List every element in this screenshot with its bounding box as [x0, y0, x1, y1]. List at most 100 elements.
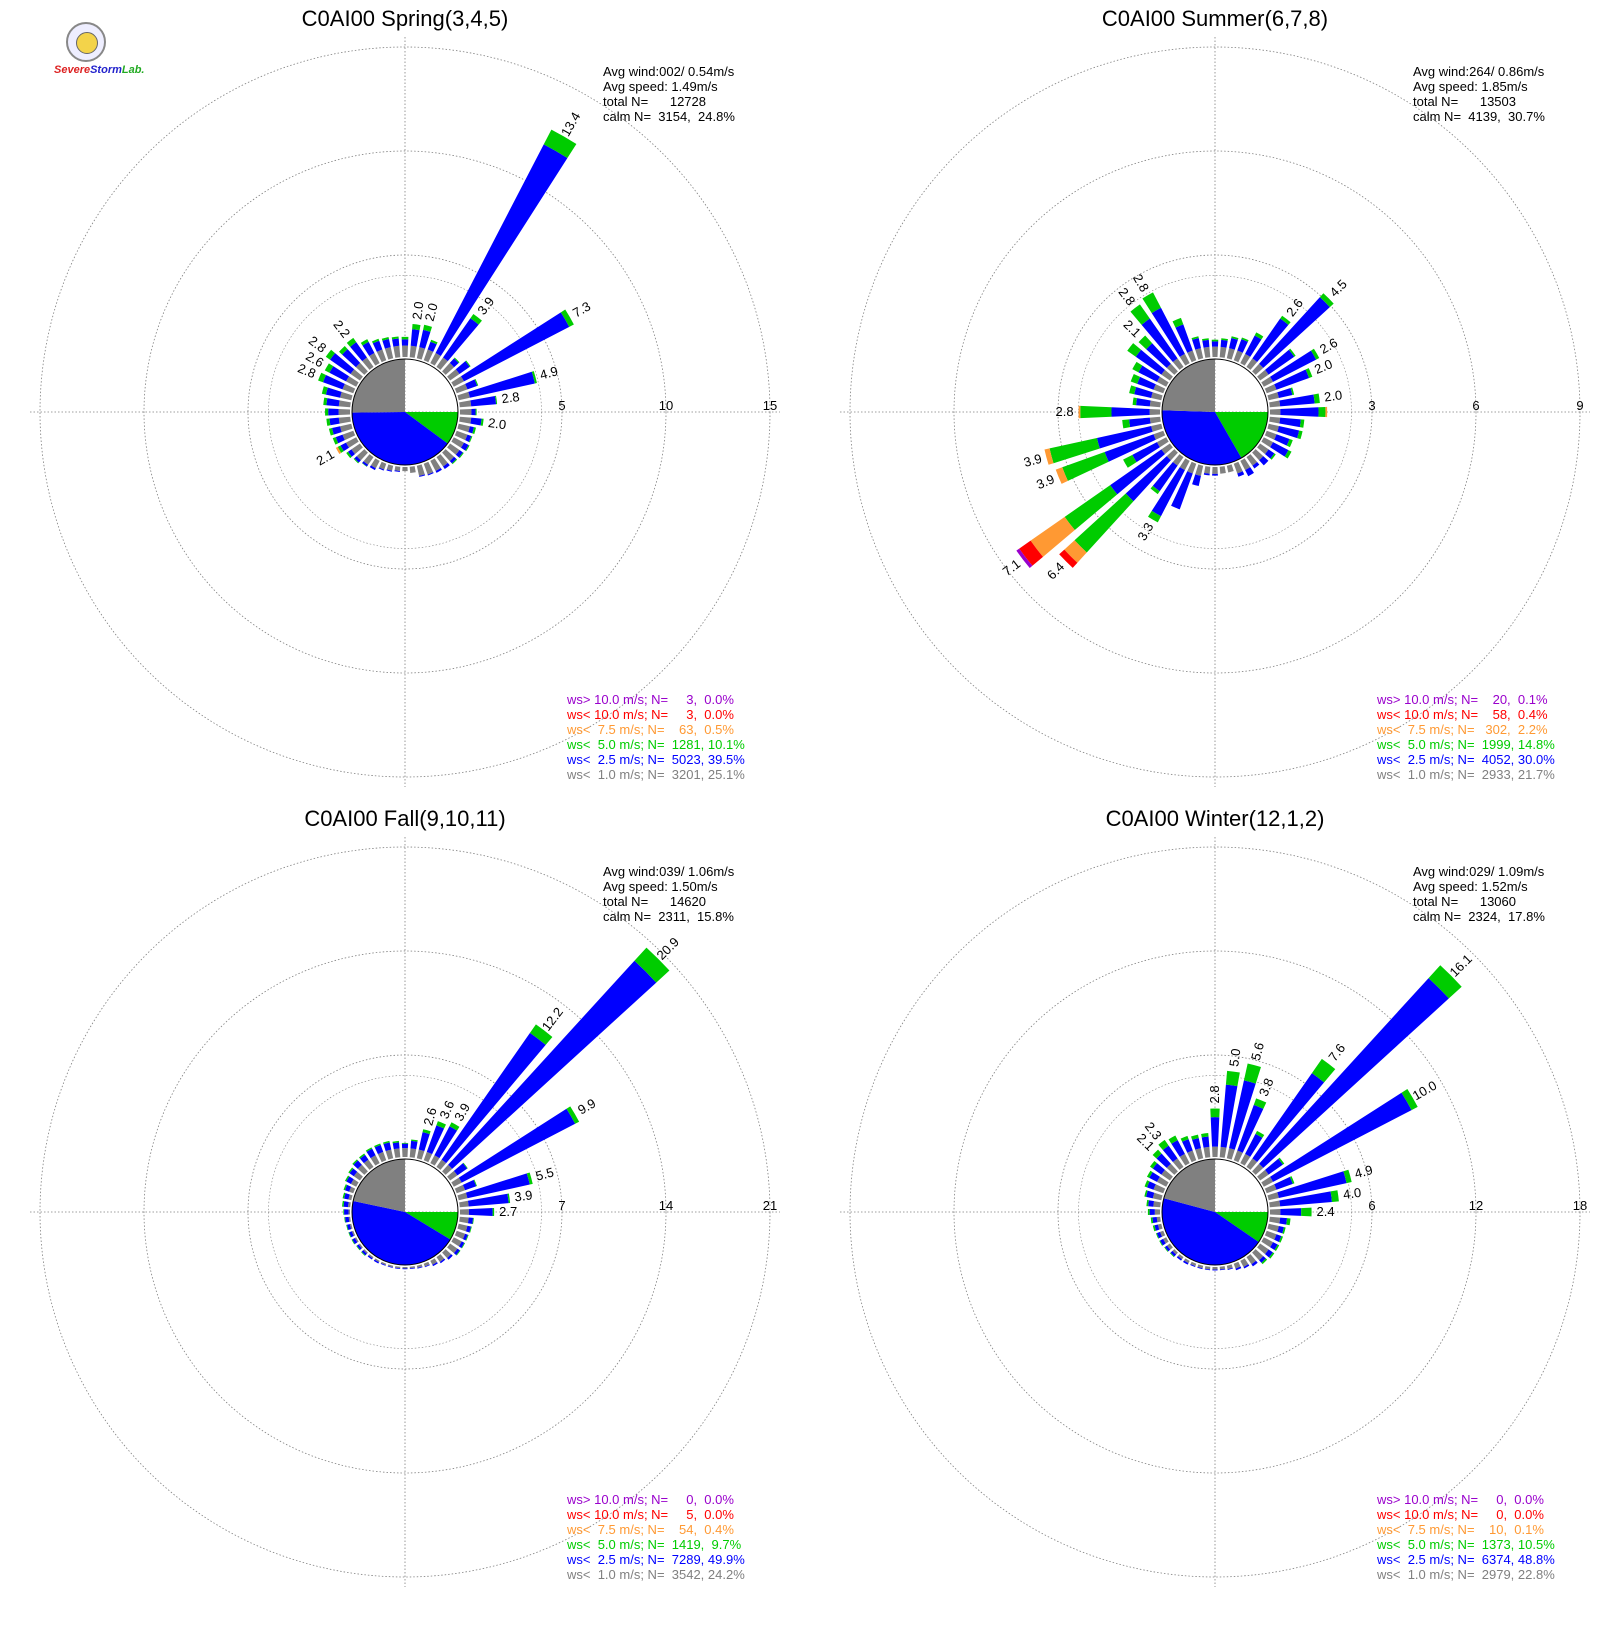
- bar-segment-lt2_5: [361, 1250, 367, 1256]
- bar-segment-lt5: [1191, 1134, 1199, 1140]
- bar-segment-lt1: [1197, 1264, 1204, 1269]
- bar-segment-lt1: [358, 1243, 363, 1249]
- bar-segment-lt5: [401, 1142, 409, 1144]
- bar-segment-lt2_5: [1203, 472, 1210, 476]
- bar-segment-lt2_5: [401, 339, 409, 346]
- bar-segment-lt5: [449, 1122, 460, 1131]
- bar-segment-lt1: [386, 464, 394, 471]
- bar-segment-lt5: [1231, 336, 1239, 340]
- bar-segment-lt1: [1269, 416, 1281, 424]
- bar-segment-lt1: [402, 1148, 408, 1158]
- bar-segment-lt2_5: [335, 434, 345, 444]
- bar-segment-lt1: [457, 1223, 468, 1232]
- legend-entry-lt2_5: ws< 2.5 m/s; N= 7289, 49.9%: [567, 1552, 745, 1567]
- bar-segment-lt2_5: [458, 1241, 465, 1249]
- calm-pie-slice-lt2_5: [1162, 1198, 1259, 1266]
- bar-segment-lt2_5: [441, 1032, 546, 1164]
- bar-segment-lt5: [1062, 451, 1109, 481]
- bar-segment-lt1: [1153, 430, 1166, 440]
- stats-line: calm N= 2311, 15.8%: [603, 909, 734, 924]
- bar-segment-lt2_5: [435, 144, 568, 357]
- bar-label: 12.2: [539, 1004, 566, 1033]
- bar-segment-gt10: [1016, 548, 1033, 569]
- bar-segment-lt1: [1246, 1254, 1257, 1265]
- calm-pie-slice-lt2_5: [352, 1200, 451, 1265]
- bar-segment-lt5: [1080, 405, 1112, 419]
- bar-segment-lt2_5: [1277, 388, 1293, 398]
- bar-segment-lt5: [361, 462, 367, 467]
- legend-entry-lt5: ws< 5.0 m/s; N= 1373, 10.5%: [1377, 1537, 1555, 1552]
- bar-segment-lt2_5: [1229, 337, 1238, 350]
- bar-segment-lt2_5: [1197, 1266, 1203, 1270]
- bar-segment-lt1: [1154, 1209, 1161, 1215]
- windrose-panel-4: 16.1 10.0 7.6 3.8 5.6 5.0 2.8 4.9 4.0 2.4 2.3 2.1 6 1…: [810, 800, 1620, 1600]
- bar-segment-lt2_5: [383, 1142, 392, 1152]
- bar-segment-lt1: [354, 1237, 359, 1243]
- bar-segment-lt5: [1290, 387, 1295, 395]
- bar-segment-lt2_5: [1160, 1238, 1166, 1246]
- bar-segment-lt1: [1261, 376, 1274, 387]
- bar-label: 5.6: [1248, 1041, 1267, 1062]
- bar-segment-lt2_5: [460, 312, 570, 382]
- bar-segment-lt1: [1151, 392, 1163, 401]
- bar-segment-lt1: [1264, 1230, 1277, 1240]
- chart-title: C0AI00 Winter(12,1,2): [1105, 806, 1325, 831]
- bar-segment-lt2_5: [1204, 1268, 1211, 1271]
- bar-segment-lt1: [1156, 437, 1169, 448]
- bar-segment-lt2_5: [326, 398, 340, 407]
- bar-segment-lt2_5: [394, 470, 400, 472]
- bar-label: 2.0: [1323, 387, 1343, 404]
- bar-segment-lt5: [507, 1193, 511, 1204]
- bar-label: 2.4: [1317, 1204, 1335, 1219]
- bar-segment-lt5: [1261, 1258, 1268, 1265]
- bar-segment-lt5: [1146, 1170, 1153, 1178]
- bar-segment-lt2_5: [1237, 1104, 1264, 1153]
- bar-segment-lt2_5: [1096, 426, 1153, 449]
- bar-segment-lt5: [1210, 1108, 1220, 1118]
- legend-entry-lt10: ws< 10.0 m/s; N= 58, 0.4%: [1377, 707, 1548, 722]
- bar-label: 2.6: [1317, 335, 1340, 357]
- bar-segment-lt1: [370, 1155, 380, 1166]
- bar-segment-lt1: [348, 1216, 351, 1222]
- bar-segment-lt2_5: [369, 465, 376, 471]
- grid-ring: [953, 950, 1477, 1474]
- bar-segment-lt2_5: [1135, 349, 1165, 375]
- bar-segment-lt2_5: [449, 456, 457, 464]
- bar-segment-lt2_5: [346, 1176, 354, 1184]
- legend-entry-lt5: ws< 5.0 m/s; N= 1419, 9.7%: [567, 1537, 742, 1552]
- grid-ring: [953, 150, 1477, 674]
- legend-entry-lt2_5: ws< 2.5 m/s; N= 5023, 39.5%: [567, 752, 745, 767]
- bar-segment-lt1: [1269, 1209, 1281, 1215]
- ring-label: 6: [1472, 398, 1479, 413]
- bar-segment-lt1: [1179, 353, 1190, 366]
- legend-entry-lt5: ws< 5.0 m/s; N= 1281, 10.1%: [567, 737, 745, 752]
- bar-segment-lt2_5: [1274, 434, 1290, 446]
- bar-segment-lt5: [1319, 293, 1334, 308]
- bar-segment-lt5: [1130, 373, 1141, 384]
- bar-segment-lt2_5: [443, 318, 479, 362]
- bar-label: 9.9: [575, 1095, 598, 1117]
- bar-segment-lt5: [344, 1175, 350, 1182]
- bar-segment-lt1: [363, 1159, 374, 1170]
- bar-segment-lt5: [461, 1242, 466, 1249]
- bar-segment-lt1: [416, 347, 426, 360]
- bar-segment-lt2_5: [458, 1108, 576, 1183]
- bar-segment-lt2_5: [356, 1244, 362, 1250]
- bar-segment-lt5: [361, 1251, 366, 1256]
- bar-segment-lt5: [1282, 1227, 1286, 1234]
- bar-segment-lt1: [1233, 350, 1243, 363]
- calm-circle: [351, 358, 459, 466]
- bar-segment-lt5: [343, 1184, 348, 1191]
- bar-segment-lt2_5: [1156, 1153, 1171, 1168]
- bar-segment-lt1: [1219, 466, 1226, 474]
- bar-segment-lt2_5: [1220, 339, 1228, 348]
- bar-segment-lt2_5: [344, 1184, 352, 1192]
- bar-segment-lt1: [356, 449, 368, 461]
- bar-segment-lt1: [454, 430, 468, 441]
- legend-entry-gt10: ws> 10.0 m/s; N= 0, 0.0%: [1377, 1492, 1544, 1507]
- stats-line: calm N= 3154, 24.8%: [603, 109, 735, 124]
- bar-segment-lt2_5: [443, 462, 450, 470]
- bar-segment-lt2_5: [374, 1144, 384, 1155]
- bar-segment-lt5: [1148, 510, 1161, 523]
- bar-segment-lt5: [1147, 1208, 1150, 1216]
